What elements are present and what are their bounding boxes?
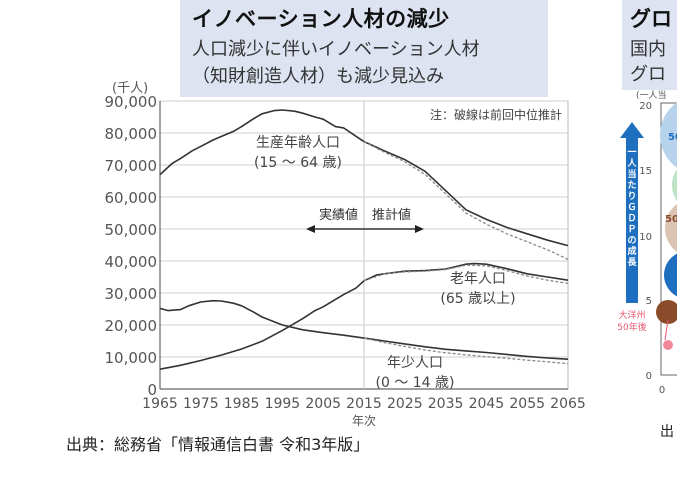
x-tick-label: 1985 <box>224 396 260 412</box>
y-tick-label: 0 <box>147 381 157 399</box>
bubble-blue-light <box>660 102 677 168</box>
title-box: イノベーション人材の減少 人口減少に伴いイノベーション人材 （知財創造人材）も減… <box>180 0 548 97</box>
right-panel-subtitle-line1: 国内 <box>630 39 666 60</box>
source-citation: 出典：総務省「情報通信白書 令和3年版」 <box>66 435 370 454</box>
series-label-age: (15 ～ 64 歳) <box>254 155 342 171</box>
series-label: 老年人口 <box>450 271 506 287</box>
slide-subtitle-line1: 人口減少に伴いイノベーション人材 <box>192 39 480 60</box>
right-panel-subtitle-line2: グロ <box>630 64 666 85</box>
arrow-right-head <box>415 225 424 233</box>
bubble-label: 50 <box>668 132 677 143</box>
bubble-brown-dark <box>656 300 677 324</box>
right-y-tick: 0 <box>646 371 652 382</box>
right-panel-source: 出 <box>660 424 674 440</box>
projection-dashed-line <box>363 337 569 365</box>
right-panel-title: グロ <box>630 7 672 31</box>
gdp-arrow-label-char: Ｐ <box>627 224 636 235</box>
x-tick-label: 1995 <box>265 396 301 412</box>
gdp-arrow-label-char: 一 <box>627 148 636 158</box>
x-tick-label: 2015 <box>346 396 382 412</box>
gdp-arrow-label-char: 成 <box>627 245 636 257</box>
series-label-age: (0 ～ 14 歳) <box>376 375 455 391</box>
x-tick-label: 2025 <box>387 396 423 412</box>
projection-dashed-line <box>363 141 569 260</box>
series-label: 生産年齢人口 <box>256 135 340 151</box>
series-line <box>159 109 569 247</box>
y-tick-label: 30,000 <box>105 285 158 303</box>
series-label: 年少人口 <box>387 355 443 371</box>
x-tick-label: 2045 <box>469 396 505 412</box>
y-tick-label: 10,000 <box>105 349 158 367</box>
gdp-growth-arrow <box>620 122 644 303</box>
x-tick-label: 2035 <box>428 396 464 412</box>
right-y-tick: 20 <box>639 101 652 112</box>
slide-subtitle-line2: （知財創造人材）も減少見込み <box>192 66 444 87</box>
arrow-left-head <box>306 225 315 233</box>
series-line <box>159 299 569 360</box>
oceania-pointer <box>664 319 669 341</box>
actual-values-label: 実績値 <box>319 207 358 223</box>
y-tick-label: 80,000 <box>105 125 158 143</box>
x-tick-label: 2055 <box>509 396 545 412</box>
x-tick-label: 1965 <box>142 396 178 412</box>
gdp-arrow-label-char: の <box>627 235 636 246</box>
right-y-tick: 5 <box>646 296 652 307</box>
gdp-arrow-label-char: 長 <box>627 257 637 268</box>
right-y-tick: 10 <box>639 232 652 243</box>
projection-values-label: 推計値 <box>372 207 411 223</box>
bubble-blue-dark <box>664 253 677 297</box>
y-tick-label: 70,000 <box>105 157 158 175</box>
slide-title: イノベーション人材の減少 <box>192 7 450 31</box>
gdp-arrow-label-char: 当 <box>627 168 636 180</box>
gdp-arrow-label-char: た <box>627 180 636 191</box>
gdp-arrow-label-char: Ｄ <box>627 213 636 224</box>
chart-note: 注：破線は前回中位推計 <box>430 107 562 122</box>
y-tick-label: 40,000 <box>105 253 158 271</box>
x-axis-label: 年次 <box>352 414 376 428</box>
y-tick-label: 20,000 <box>105 317 158 335</box>
series-label-age: (65 歳以上) <box>440 291 515 307</box>
right-axis-unit: (一人当 <box>636 89 667 101</box>
y-tick-label: 60,000 <box>105 189 158 207</box>
bubble-brown-light <box>665 204 677 252</box>
gdp-arrow-label-char: 人 <box>626 157 637 169</box>
series-line <box>159 262 569 370</box>
projection-dashed-line <box>363 264 569 285</box>
y-tick-label: 50,000 <box>105 221 158 239</box>
oceania-label-years: 50年後 <box>617 321 646 333</box>
right-x-tick: 0 <box>659 385 665 396</box>
x-tick-label: 1975 <box>183 396 219 412</box>
x-tick-label: 2005 <box>305 396 341 412</box>
y-tick-label: 90,000 <box>105 93 158 111</box>
x-tick-label: 2065 <box>550 396 586 412</box>
right-y-tick: 15 <box>639 166 652 177</box>
right-panel-title-box: グロ 国内 グロ <box>622 0 677 90</box>
bubble-green <box>672 169 677 201</box>
gdp-arrow-label-char: り <box>627 191 636 202</box>
oceania-label: 大洋州 <box>618 309 645 321</box>
bubble-label: 50 <box>665 214 677 225</box>
bubble-pink <box>663 340 673 350</box>
y-axis-unit-label: (千人) <box>112 81 148 96</box>
gdp-arrow-label-char: Ｇ <box>627 202 636 213</box>
